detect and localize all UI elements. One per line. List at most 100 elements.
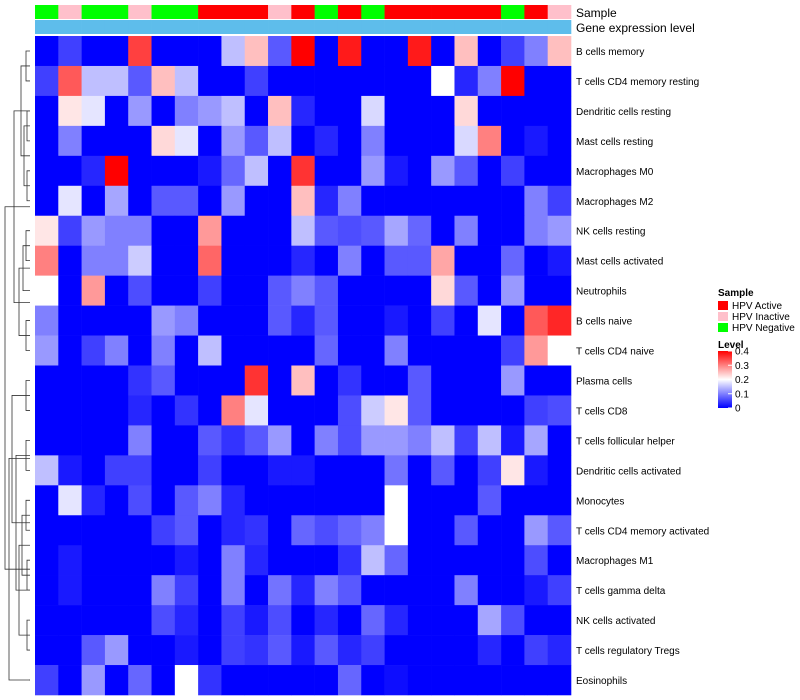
heatmap-cell — [198, 455, 222, 486]
row-label: Macrophages M1 — [576, 556, 654, 567]
heatmap-cell — [361, 545, 385, 576]
legend-tick-label: 0.4 — [735, 347, 749, 358]
sample-annotation-cell — [58, 5, 82, 19]
heatmap-cell — [268, 275, 292, 306]
heatmap-cell — [547, 575, 572, 606]
heatmap-cell — [35, 365, 59, 396]
heatmap-cell — [104, 36, 129, 67]
heatmap-cell — [174, 455, 199, 486]
heatmap-cell — [151, 365, 176, 396]
heatmap-cell — [174, 215, 199, 246]
heatmap-cell — [128, 515, 152, 546]
heatmap-cell — [268, 365, 292, 396]
heatmap-cell — [407, 545, 432, 576]
heatmap-cell — [35, 395, 59, 426]
gene-expression-annotation-cell — [198, 20, 222, 34]
heatmap-cell — [198, 275, 222, 306]
heatmap-cell — [501, 425, 525, 456]
heatmap-cell — [501, 155, 525, 187]
heatmap-cell — [174, 485, 199, 516]
heatmap-cell — [501, 575, 525, 606]
heatmap-cell — [384, 425, 409, 456]
gene-expression-annotation-cell — [524, 20, 548, 34]
sample-annotation-cell — [431, 5, 455, 19]
heatmap-cell — [337, 155, 362, 187]
heatmap-cell — [244, 485, 269, 516]
heatmap-cell — [477, 95, 502, 127]
legend-tick-label: 0 — [735, 404, 741, 415]
heatmap-cell — [58, 185, 82, 217]
heatmap-cell — [501, 95, 525, 127]
heatmap-cell — [524, 575, 548, 606]
sample-annotation-cell — [337, 5, 362, 19]
heatmap-cell — [81, 395, 106, 426]
heatmap-cell — [151, 305, 176, 336]
heatmap-cell — [454, 635, 479, 666]
heatmap-cell — [81, 125, 106, 157]
heatmap-cell — [81, 155, 106, 187]
heatmap-cell — [314, 485, 339, 516]
heatmap-cell — [314, 425, 339, 456]
heatmap-cell — [361, 365, 385, 396]
heatmap-cell — [407, 665, 432, 696]
heatmap-cell — [81, 185, 106, 217]
row-label: Macrophages M0 — [576, 167, 654, 178]
heatmap-cell — [547, 365, 572, 396]
heatmap-cell — [174, 575, 199, 606]
dendrogram-branch — [18, 267, 30, 336]
heatmap-cell — [477, 36, 502, 67]
heatmap-cell — [547, 545, 572, 576]
heatmap-cell — [407, 275, 432, 306]
heatmap-cell — [337, 36, 362, 67]
sample-annotation-cell — [524, 5, 548, 19]
heatmap-cell — [384, 305, 409, 336]
sample-annotation-cell — [547, 5, 572, 19]
heatmap-cell — [35, 215, 59, 246]
heatmap-cell — [454, 275, 479, 306]
heatmap-cell — [244, 275, 269, 306]
gene-expression-annotation-cell — [501, 20, 525, 34]
heatmap-cell — [524, 545, 548, 576]
heatmap-cell — [501, 455, 525, 486]
heatmap-cell — [547, 485, 572, 516]
heatmap-cell — [174, 275, 199, 306]
heatmap-cell — [128, 455, 152, 486]
sample-annotation-cell — [407, 5, 432, 19]
heatmap-cell — [384, 185, 409, 217]
heatmap-cell — [151, 215, 176, 246]
gene-expression-annotation-cell — [431, 20, 455, 34]
sample-annotation-cell — [361, 5, 385, 19]
legend-tick-label: 0.3 — [735, 361, 749, 372]
gene-expression-annotation-cell — [314, 20, 339, 34]
row-label: Eosinophils — [576, 676, 627, 687]
heatmap-cell — [524, 155, 548, 187]
heatmap-cell — [384, 455, 409, 486]
heatmap-cell — [407, 575, 432, 606]
sample-annotation-cell — [198, 5, 222, 19]
heatmap-cell — [337, 485, 362, 516]
heatmap-cell — [477, 65, 502, 97]
heatmap-cell — [128, 665, 152, 696]
heatmap-cell — [198, 155, 222, 187]
heatmap-cell — [337, 605, 362, 636]
sample-annotation-cell — [244, 5, 269, 19]
heatmap-cell — [501, 305, 525, 336]
heatmap-cell — [128, 36, 152, 67]
heatmap-cell — [501, 605, 525, 636]
heatmap-cell — [244, 635, 269, 666]
heatmap-cell — [104, 515, 129, 546]
heatmap-cell — [58, 515, 82, 546]
heatmap-cell — [221, 455, 246, 486]
heatmap-cell — [104, 455, 129, 486]
heatmap-cell — [151, 635, 176, 666]
sample-annotation-cell — [174, 5, 199, 19]
legend-tick-label: 0.1 — [735, 389, 749, 400]
heatmap-cell — [454, 125, 479, 157]
heatmap-cell — [337, 395, 362, 426]
heatmap-cell — [547, 245, 572, 276]
heatmap-cell — [35, 275, 59, 306]
heatmap-cell — [128, 185, 152, 217]
